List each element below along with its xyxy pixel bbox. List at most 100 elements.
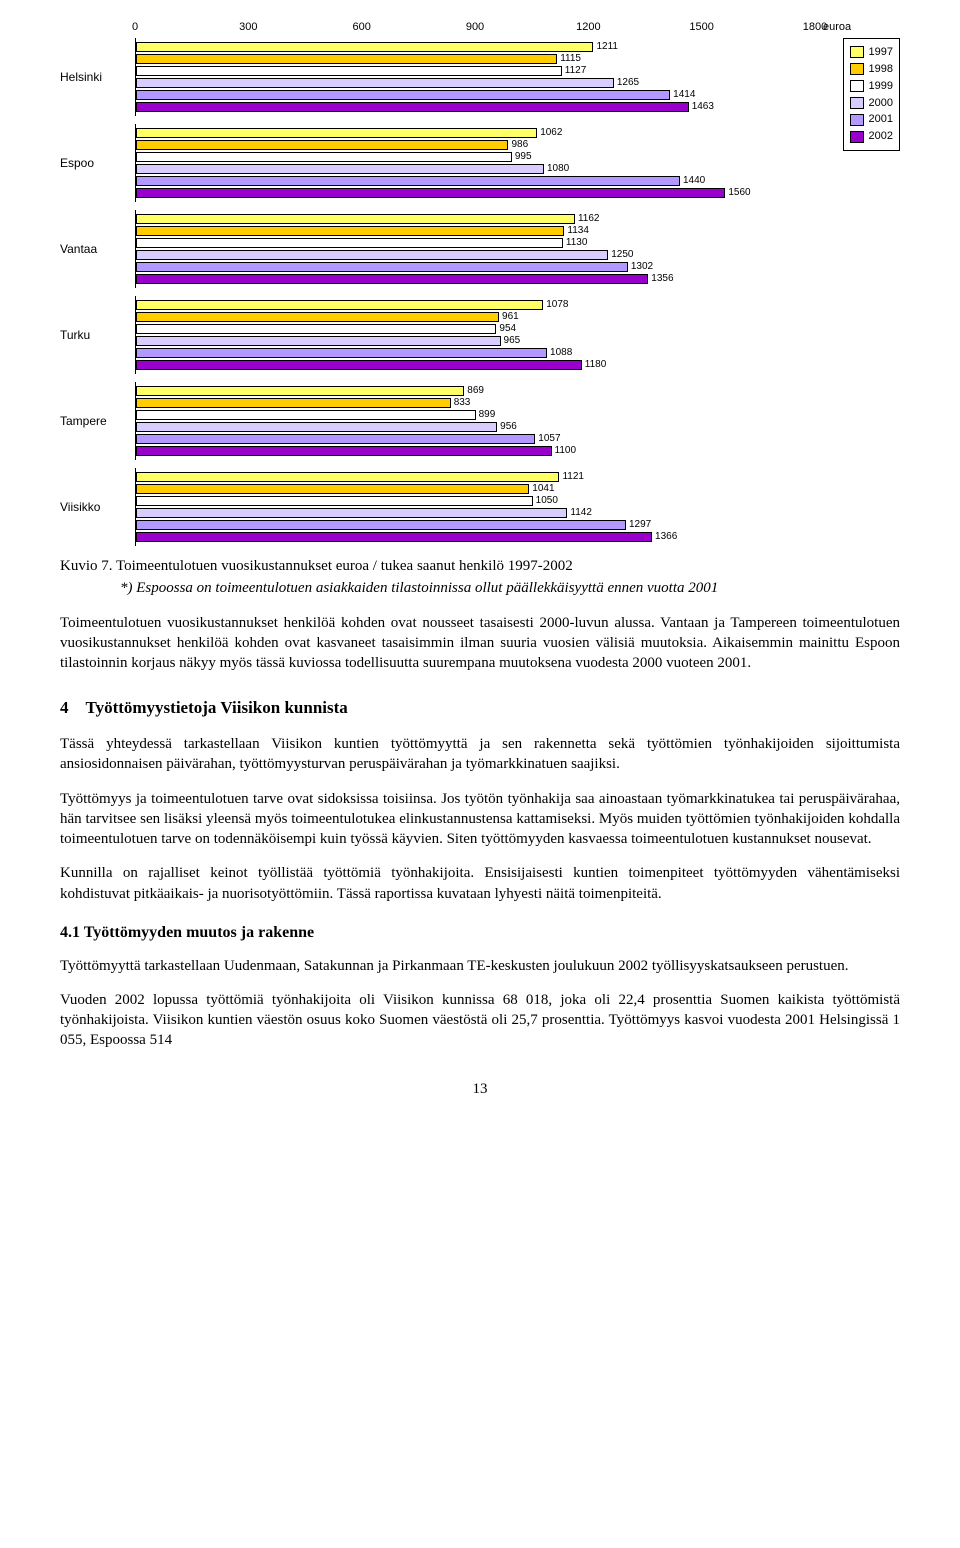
axis-tick-label: 900 — [466, 20, 484, 35]
bar-row: 1130 — [136, 237, 816, 249]
bar-row: 1180 — [136, 359, 816, 371]
bar-row: 986 — [136, 139, 816, 151]
section-4-heading: 4 Työttömyystietoja Viisikon kunnista — [60, 697, 900, 720]
bar — [136, 102, 689, 112]
bar-value-label: 1356 — [651, 272, 673, 286]
bar — [136, 520, 626, 530]
bar-row: 833 — [136, 397, 816, 409]
bar — [136, 152, 512, 162]
bar — [136, 472, 559, 482]
chart-group: Viisikko 112110411050 1142 1297 1366 — [60, 468, 900, 546]
paragraph-6: Vuoden 2002 lopussa työttömiä työnhakijo… — [60, 990, 900, 1051]
group-bars: 112110411050 1142 1297 1366 — [135, 468, 816, 546]
bar-row: 1265 — [136, 77, 816, 89]
axis-tick-label: 300 — [239, 20, 257, 35]
figure-number: Kuvio 7. — [60, 558, 113, 574]
bar-row: 956 — [136, 421, 816, 433]
figure-note: *) Espoossa on toimeentulotuen asiakkaid… — [120, 578, 900, 598]
bar-row: 1041 — [136, 483, 816, 495]
bar-row: 1250 — [136, 249, 816, 261]
bar — [136, 484, 529, 494]
paragraph-2: Tässä yhteydessä tarkastellaan Viisikon … — [60, 734, 900, 775]
chart-group: Helsinki121111151127126514141463 — [60, 38, 900, 116]
bar-row: 1302 — [136, 261, 816, 273]
bar-value-label: 1088 — [550, 346, 572, 360]
bar-value-label: 1440 — [683, 174, 705, 188]
figure-title: Toimeentulotuen vuosikustannukset euroa … — [116, 558, 573, 574]
group-label: Tampere — [60, 413, 130, 429]
bar-row: 1078 — [136, 299, 816, 311]
bar-value-label: 1366 — [655, 530, 677, 544]
bar-row: 1356 — [136, 273, 816, 285]
section-number: 4 — [60, 698, 69, 717]
group-bars: 86983389995610571100 — [135, 382, 816, 460]
bar — [136, 312, 499, 322]
bar — [136, 128, 537, 138]
bar-row: 1100 — [136, 445, 816, 457]
chart-container: 0300600900120015001800euroa 199719981999… — [60, 20, 900, 546]
axis-tick-label: 0 — [132, 20, 138, 35]
group-label: Espoo — [60, 155, 130, 171]
bar — [136, 410, 476, 420]
bar-value-label: 1463 — [692, 100, 714, 114]
bar-value-label: 956 — [500, 420, 517, 434]
bar-value-label: 833 — [454, 396, 471, 410]
page-number: 13 — [60, 1079, 900, 1099]
bar — [136, 90, 670, 100]
bar-value-label: 1265 — [617, 76, 639, 90]
bar-row: 995 — [136, 151, 816, 163]
bar-value-label: 995 — [515, 150, 532, 164]
bar — [136, 238, 563, 248]
bar-value-label: 1127 — [565, 64, 587, 78]
bar-row: 1440 — [136, 175, 816, 187]
bar — [136, 348, 547, 358]
bar-row: 1121 — [136, 471, 816, 483]
bar-row: 1463 — [136, 101, 816, 113]
bar-value-label: 1302 — [631, 260, 653, 274]
bar-row: 1366 — [136, 531, 816, 543]
bar-row: 1211 — [136, 41, 816, 53]
bar-row: 1134 — [136, 225, 816, 237]
bar-row: 1127 — [136, 65, 816, 77]
bar-value-label: 1050 — [536, 494, 558, 508]
axis-tick-label: 1500 — [689, 20, 713, 35]
group-label: Viisikko — [60, 499, 130, 515]
axis-unit-label: euroa — [823, 20, 851, 35]
paragraph-5: Työttömyyttä tarkastellaan Uudenmaan, Sa… — [60, 956, 900, 976]
bar-value-label: 1142 — [570, 506, 592, 520]
bar — [136, 54, 557, 64]
bar — [136, 188, 725, 198]
group-label: Helsinki — [60, 69, 130, 85]
bar — [136, 176, 680, 186]
bar-row: 1297 — [136, 519, 816, 531]
bar-value-label: 1211 — [596, 40, 618, 54]
bar-row: 965 — [136, 335, 816, 347]
bar-value-label: 1297 — [629, 518, 651, 532]
bar — [136, 78, 614, 88]
paragraph-4: Kunnilla on rajalliset keinot työllistää… — [60, 863, 900, 904]
bar-row: 1560 — [136, 187, 816, 199]
bar-row: 1057 — [136, 433, 816, 445]
chart-group: Vantaa116211341130125013021356 — [60, 210, 900, 288]
bar-row: 954 — [136, 323, 816, 335]
group-bars: 121111151127126514141463 — [135, 38, 816, 116]
bar-value-label: 1130 — [566, 236, 588, 250]
bar — [136, 164, 544, 174]
bar — [136, 446, 552, 456]
bar — [136, 226, 564, 236]
bar-value-label: 1080 — [547, 162, 569, 176]
chart-groups: Helsinki121111151127126514141463Espoo106… — [60, 38, 900, 546]
bar — [136, 496, 533, 506]
bar-row: 1162 — [136, 213, 816, 225]
bar-value-label: 1078 — [546, 298, 568, 312]
bar — [136, 508, 567, 518]
group-bars: 116211341130125013021356 — [135, 210, 816, 288]
bar-value-label: 1100 — [555, 444, 577, 458]
bar — [136, 532, 652, 542]
group-label: Turku — [60, 327, 130, 343]
bar — [136, 386, 464, 396]
bar — [136, 336, 501, 346]
bar — [136, 262, 628, 272]
bar-value-label: 1121 — [562, 470, 584, 484]
bar-row: 1414 — [136, 89, 816, 101]
